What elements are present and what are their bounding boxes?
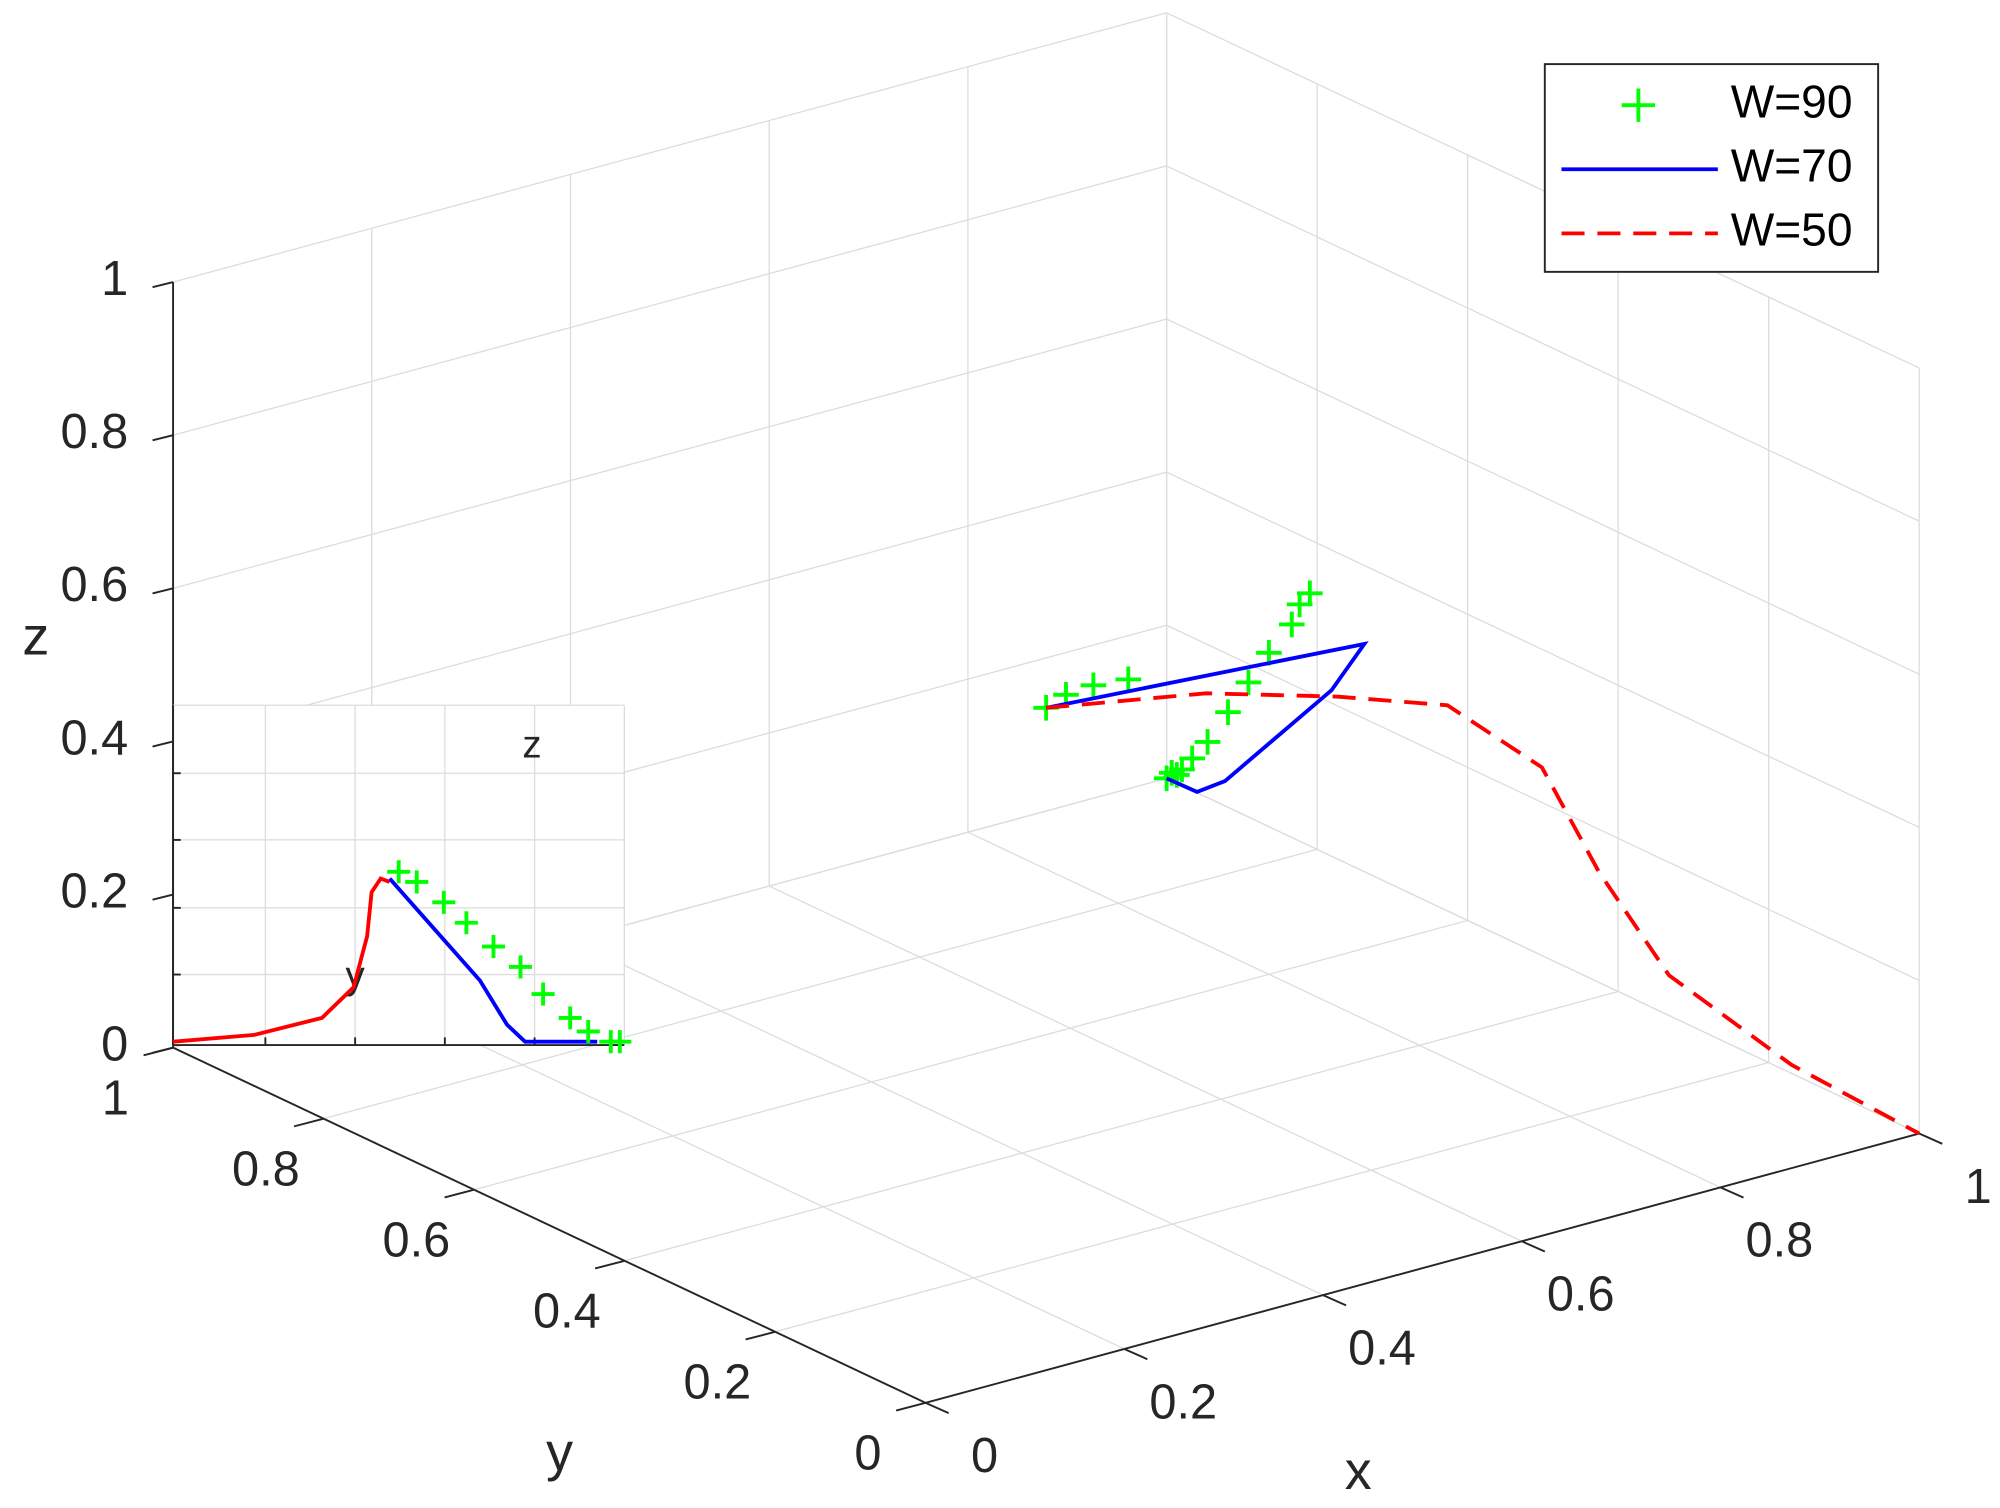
x-tick bbox=[1918, 1132, 1943, 1145]
grid-line bbox=[624, 990, 1619, 1262]
series-marker bbox=[1115, 666, 1142, 693]
series-line bbox=[1045, 641, 1369, 794]
inset-marker bbox=[576, 1019, 600, 1044]
inset-line bbox=[172, 876, 391, 1044]
y-tick bbox=[594, 1259, 625, 1270]
grid-line bbox=[570, 939, 1324, 1296]
inset-line bbox=[388, 877, 598, 1044]
y-tick bbox=[895, 1401, 926, 1412]
x-axis-label: x bbox=[1345, 1441, 1372, 1501]
x-tick-label: 1 bbox=[1965, 1160, 1992, 1214]
x-tick-label: 0.2 bbox=[1149, 1375, 1217, 1429]
series-marker bbox=[1278, 611, 1305, 638]
series-marker bbox=[1235, 669, 1262, 696]
z-tick bbox=[152, 587, 174, 595]
x-tick-label: 0.8 bbox=[1746, 1214, 1814, 1268]
grid-line bbox=[967, 831, 1721, 1188]
y-tick-label: 0.8 bbox=[232, 1142, 300, 1196]
z-tick bbox=[152, 893, 174, 901]
inset-marker bbox=[454, 911, 478, 935]
grid-line bbox=[172, 12, 1167, 283]
z-axis-label: z bbox=[22, 607, 49, 667]
x-axis bbox=[925, 1132, 1920, 1404]
y-tick-label: 0 bbox=[854, 1427, 881, 1481]
grid-line bbox=[1166, 165, 1920, 522]
inset-marker bbox=[387, 860, 411, 884]
x-tick-label: 0.6 bbox=[1547, 1268, 1615, 1322]
z-tick bbox=[152, 1046, 174, 1054]
legend-label: W=50 bbox=[1731, 204, 1853, 256]
grid-line bbox=[473, 919, 1468, 1191]
legend-label: W=70 bbox=[1731, 139, 1853, 191]
inset-axes: z y bbox=[172, 704, 632, 1054]
y-tick bbox=[293, 1117, 324, 1128]
series-line bbox=[1045, 691, 1921, 1136]
z-tick bbox=[152, 740, 174, 748]
z-tick-label: 0.8 bbox=[60, 405, 128, 459]
figure: 00.20.40.60.8100.20.40.60.8100.20.40.60.… bbox=[22, 12, 1992, 1501]
inset-grid bbox=[173, 704, 625, 1046]
z-tick bbox=[152, 434, 174, 442]
x-tick bbox=[1720, 1186, 1744, 1199]
z-tick bbox=[152, 281, 174, 289]
grid-line bbox=[1166, 777, 1920, 1135]
x-tick bbox=[1521, 1240, 1546, 1253]
inset-annotation: z bbox=[522, 724, 541, 767]
grid-line bbox=[774, 1061, 1769, 1333]
grid-line bbox=[323, 848, 1318, 1120]
series-marker bbox=[1080, 672, 1107, 699]
z-tick-label: 0.4 bbox=[60, 711, 128, 765]
x-tick-label: 0 bbox=[971, 1429, 998, 1483]
inset-marker bbox=[608, 1030, 632, 1054]
z-tick-label: 0.2 bbox=[60, 864, 128, 918]
x-tick bbox=[925, 1401, 950, 1414]
x-tick-label: 0.4 bbox=[1348, 1321, 1416, 1375]
grid-line bbox=[172, 471, 1167, 743]
y-axis bbox=[172, 1046, 927, 1404]
inset-marker bbox=[531, 982, 555, 1006]
z-tick-label: 1 bbox=[101, 252, 128, 306]
series-marker bbox=[1286, 591, 1313, 618]
y-tick-label: 0.2 bbox=[684, 1356, 752, 1410]
grid-line bbox=[1166, 12, 1920, 369]
legend-label: W=90 bbox=[1731, 75, 1853, 127]
series-marker bbox=[1194, 729, 1221, 755]
grid-line bbox=[1166, 471, 1920, 828]
inset-marker bbox=[481, 934, 506, 959]
grid-line bbox=[1166, 624, 1920, 982]
grid-line bbox=[768, 885, 1523, 1242]
series-marker bbox=[1215, 699, 1241, 726]
grid-line bbox=[172, 165, 1167, 436]
y-tick bbox=[745, 1330, 776, 1341]
x-tick bbox=[1123, 1348, 1148, 1361]
inset-marker bbox=[432, 890, 456, 914]
y-axis-label: y bbox=[546, 1422, 573, 1482]
legend-swatch bbox=[1621, 88, 1656, 122]
z-tick-label: 0 bbox=[101, 1018, 128, 1072]
inset-marker bbox=[558, 1006, 582, 1030]
grid-line bbox=[1166, 318, 1920, 675]
x-tick bbox=[1322, 1294, 1347, 1307]
main-axes: 00.20.40.60.8100.20.40.60.8100.20.40.60.… bbox=[22, 12, 1992, 1501]
y-tick-label: 0.6 bbox=[383, 1213, 451, 1267]
y-tick-label: 0.4 bbox=[533, 1284, 601, 1338]
z-tick-label: 0.6 bbox=[60, 558, 128, 612]
y-tick-label: 1 bbox=[102, 1071, 129, 1125]
y-tick bbox=[444, 1188, 475, 1199]
inset-marker bbox=[405, 870, 429, 894]
grid-line bbox=[172, 318, 1167, 589]
legend: W=90 W=70 W=50 bbox=[1543, 63, 1880, 273]
inset-marker bbox=[509, 955, 533, 979]
grid-line bbox=[371, 993, 1125, 1350]
